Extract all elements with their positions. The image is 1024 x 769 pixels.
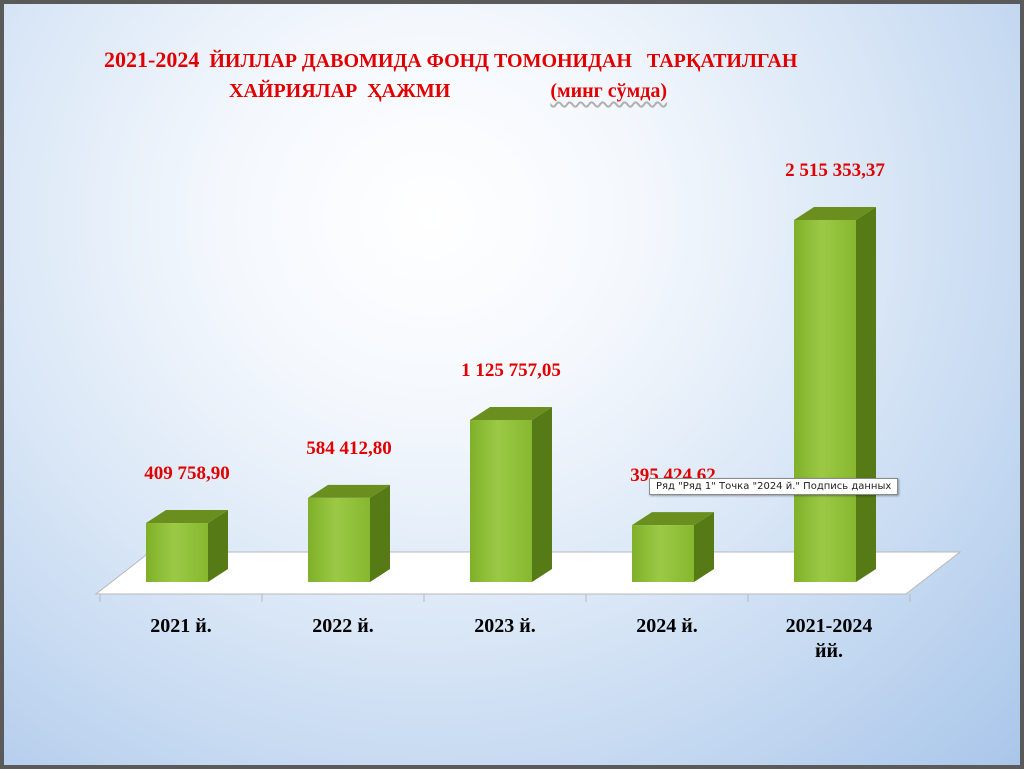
bar-top: [470, 406, 552, 420]
data-label: 1 125 757,05: [461, 360, 561, 381]
data-label: 584 412,80: [306, 438, 392, 459]
bar-side: [694, 512, 714, 582]
bar-top: [794, 207, 876, 220]
bar-top: [308, 484, 390, 498]
bar-front: [632, 525, 694, 582]
bar-front: [146, 523, 208, 582]
bar-front: [794, 220, 856, 582]
title-year-range: 2021-2024: [104, 47, 200, 72]
bar-front: [470, 419, 532, 582]
category-label: 2023 й.: [474, 615, 536, 637]
category-label: 2021 й.: [150, 615, 212, 637]
title-unit: (минг сўмда): [550, 80, 668, 102]
category-label: 2022 й.: [312, 615, 374, 637]
bar[interactable]: [794, 207, 876, 582]
bar-top: [146, 510, 228, 524]
bars-group: 409 758,90 2021 й. 584 412,80 2022 й. 1 125 …: [144, 160, 885, 662]
bar-chart: 409 758,90 2021 й. 584 412,80 2022 й. 1 125 …: [94, 160, 962, 662]
title-line2-text: ХАЙРИЯЛАР ҲАЖМИ: [229, 80, 551, 102]
title-line1-text: ЙИЛЛАР ДАВОМИДА ФОНД ТОМОНИДАН ТАРҚАТИЛГ…: [199, 50, 798, 72]
bar[interactable]: [632, 512, 714, 582]
chart-title-line1: 2021-2024 ЙИЛЛАР ДАВОМИДА ФОНД ТОМОНИДАН…: [104, 47, 797, 73]
bar-top: [632, 512, 714, 526]
category-label: 2021-2024 йй.: [786, 615, 873, 662]
bar-side: [532, 406, 552, 582]
bar-front: [308, 497, 370, 582]
x-axis-ticks: [99, 594, 911, 602]
data-label-tooltip: Ряд "Ряд 1" Точка "2024 й." Подпись данн…: [649, 478, 899, 495]
bar[interactable]: [470, 406, 552, 582]
category-label: 2024 й.: [636, 615, 698, 637]
data-label: 2 515 353,37: [785, 160, 885, 181]
bar-side: [856, 207, 876, 582]
bar[interactable]: [308, 484, 390, 582]
data-label: 409 758,90: [144, 463, 230, 484]
slide: 409 758,90 2021 й. 584 412,80 2022 й. 1 125 …: [4, 4, 1020, 765]
bar[interactable]: [146, 510, 228, 582]
bar-side: [370, 484, 390, 582]
chart-title-line2: ХАЙРИЯЛАР ҲАЖМИ (минг сўмда): [229, 80, 667, 103]
bar-side: [208, 510, 228, 582]
